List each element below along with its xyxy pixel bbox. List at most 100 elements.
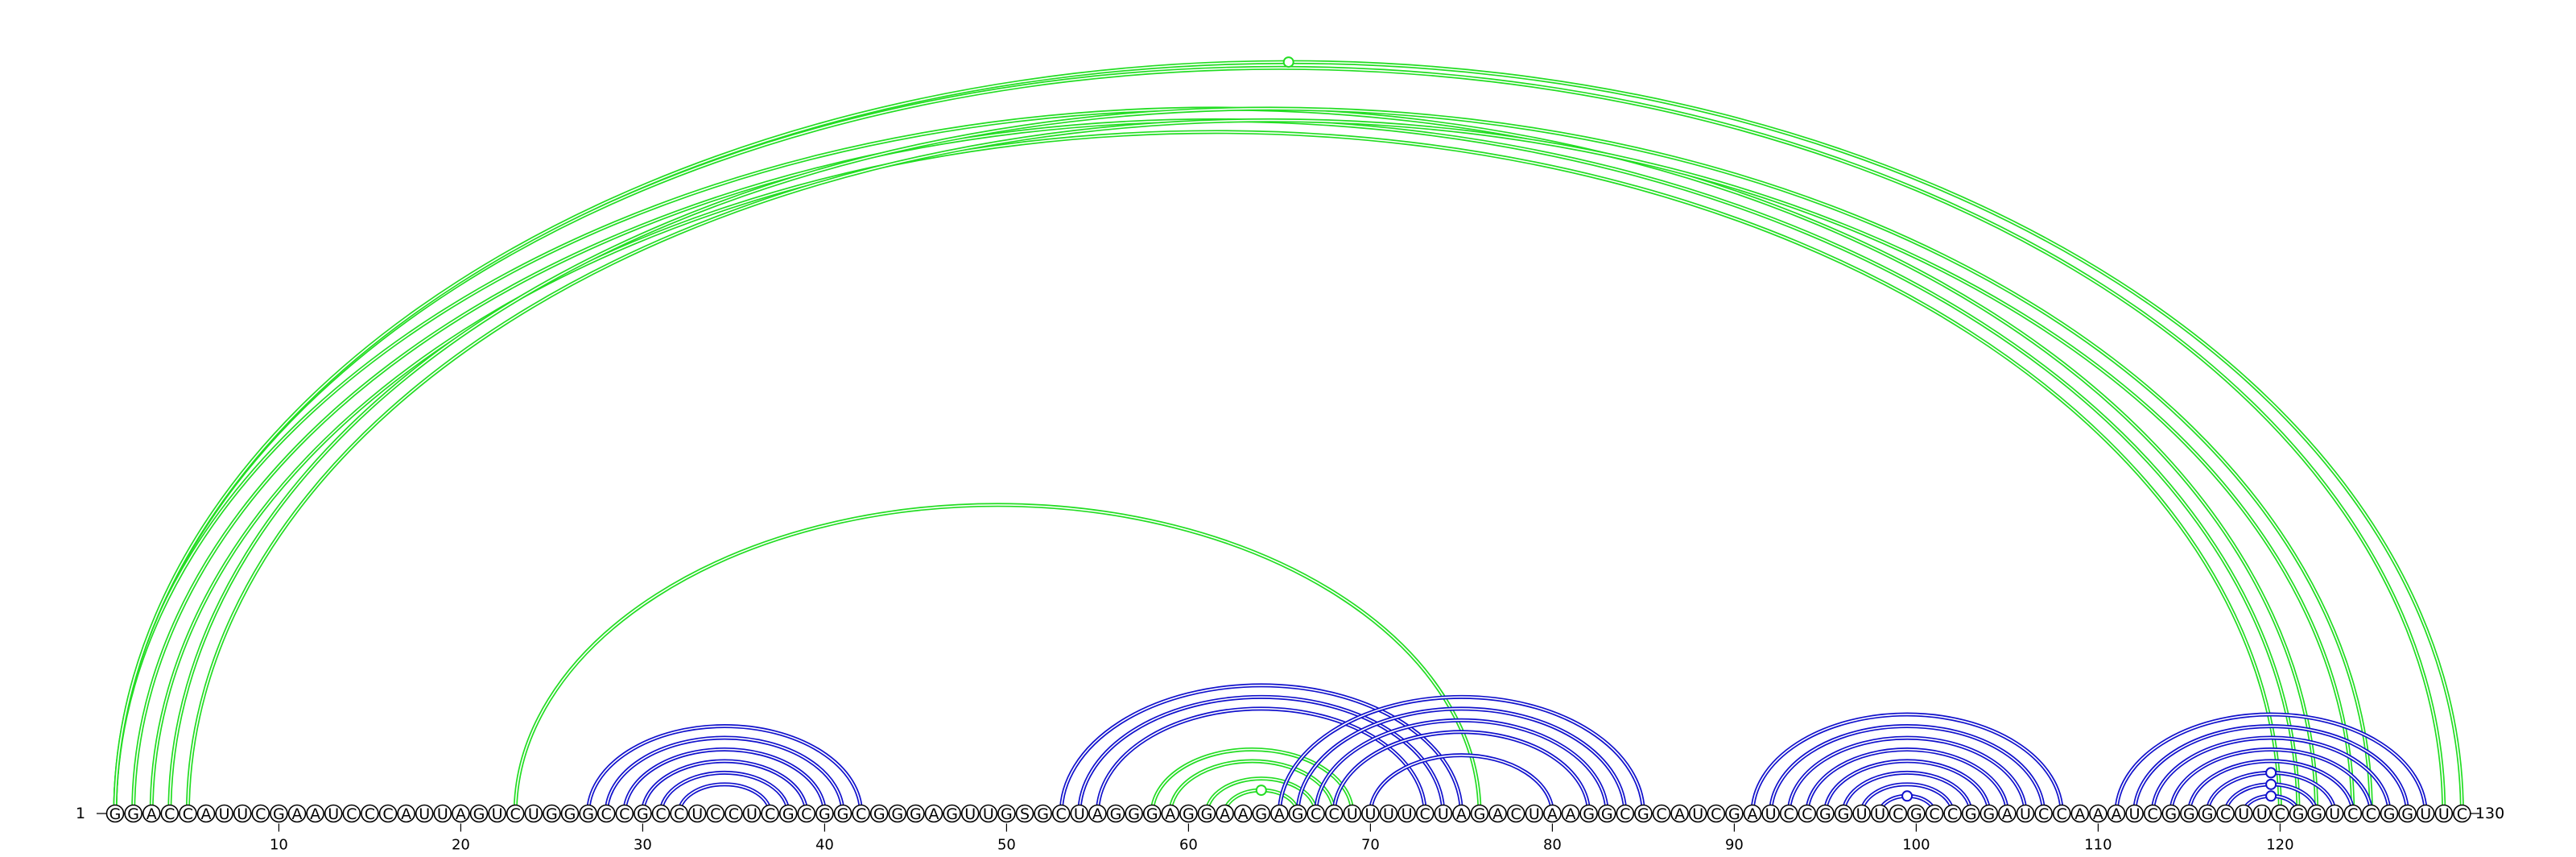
nucleotide-letter: C	[1802, 805, 1812, 823]
nucleotide-letter: G	[1983, 805, 1995, 823]
nucleotide-letter: G	[582, 805, 594, 823]
nucleotide-letter: G	[109, 805, 122, 823]
tick-label: 40	[815, 837, 834, 854]
nucleotide-letter: G	[1965, 805, 1977, 823]
nucleotide-letter: A	[2112, 805, 2122, 823]
nucleotide-letter: U	[419, 805, 430, 823]
nucleotide-letter: C	[856, 805, 866, 823]
nucleotide-letter: A	[310, 805, 320, 823]
nucleotide-letter: A	[1748, 805, 1758, 823]
nucleotide-letter: G	[910, 805, 922, 823]
nucleotide-letter: U	[1856, 805, 1868, 823]
nucleotide-letter: G	[637, 805, 649, 823]
nucleotide-letter: C	[346, 805, 357, 823]
nucleotide-letter: G	[782, 805, 795, 823]
nucleotide-letter: G	[1201, 805, 1213, 823]
arc-marker	[2266, 768, 2276, 777]
nucleotide-letter: C	[1784, 805, 1794, 823]
nucleotide-letter: G	[1110, 805, 1122, 823]
pair-arc	[115, 109, 2317, 814]
nucleotide-letter: A	[2002, 805, 2013, 823]
nucleotide-letter: G	[1910, 805, 1922, 823]
nucleotide-letter: G	[819, 805, 831, 823]
nucleotide-letter: G	[2183, 805, 2195, 823]
nucleotide-letter: C	[382, 805, 393, 823]
nucleotide-letter: C	[2366, 805, 2376, 823]
nucleotide-letter: G	[837, 805, 849, 823]
nucleotide-letter: U	[492, 805, 503, 823]
tick-label: 100	[1902, 837, 1930, 854]
nucleotide-letter: U	[328, 805, 339, 823]
tick-label: 110	[2084, 837, 2112, 854]
arc-marker	[2266, 791, 2276, 801]
nucleotide-letter: G	[2293, 805, 2305, 823]
nucleotide-letter: C	[510, 805, 521, 823]
pair-arc	[1170, 761, 1334, 814]
nucleotide-letter: U	[1438, 805, 1449, 823]
pair-arc	[115, 68, 2444, 814]
nucleotide-letter: G	[273, 805, 285, 823]
nucleotide-letter: G	[2310, 805, 2322, 823]
nucleotide-letter: G	[946, 805, 958, 823]
nucleotide-letter: G	[873, 805, 886, 823]
nucleotide-letter: G	[1255, 805, 1267, 823]
nucleotide-letter: G	[891, 805, 903, 823]
nucleotide-letter: G	[1183, 805, 1195, 823]
end-label: 130	[2475, 805, 2504, 822]
pair-arc	[115, 62, 2462, 814]
tick-label: 60	[1179, 837, 1198, 854]
pair-arc-gap	[115, 68, 2444, 814]
pair-arc	[625, 749, 825, 814]
nucleotide-letter: G	[1037, 805, 1049, 823]
pair-arc-gap	[115, 62, 2462, 814]
nucleotide-letter: C	[1620, 805, 1630, 823]
nucleotide-letter: C	[1893, 805, 1903, 823]
nucleotide-letter: C	[1511, 805, 1521, 823]
nucleotide-letter: U	[1765, 805, 1777, 823]
nucleotide-letter: G	[1637, 805, 1649, 823]
nucleotide-letter: C	[801, 805, 811, 823]
nucleotide-letter: U	[1874, 805, 1885, 823]
arc-marker	[1257, 785, 1266, 795]
tick-label: 10	[270, 837, 288, 854]
tick-label: 30	[634, 837, 652, 854]
pair-arc-gap	[625, 749, 825, 814]
nucleotide-letter: U	[437, 805, 448, 823]
nucleotide-letter: G	[2202, 805, 2214, 823]
start-label: 1	[76, 805, 85, 822]
nucleotide-letter: C	[1311, 805, 1321, 823]
nucleotide-letter: C	[2347, 805, 2358, 823]
tick-label: 80	[1543, 837, 1562, 854]
nucleotide-letter: A	[1456, 805, 1467, 823]
nucleotide-letter: A	[147, 805, 157, 823]
nucleotide-letter: C	[1329, 805, 1340, 823]
nucleotide-letter: G	[473, 805, 485, 823]
nucleotide-letter: C	[365, 805, 375, 823]
nucleotide-letter: C	[1420, 805, 1430, 823]
pair-arc-gap	[134, 120, 2298, 814]
nucleotide-letter: U	[2129, 805, 2140, 823]
nucleotide-letter: U	[1692, 805, 1703, 823]
nucleotide-letter: C	[1056, 805, 1067, 823]
nucleotide-letter: G	[1601, 805, 1613, 823]
nucleotide-letter: C	[1947, 805, 1958, 823]
arc-marker	[1284, 57, 1294, 67]
nucleotide-letter: U	[1347, 805, 1358, 823]
nucleotide-letter: C	[1656, 805, 1666, 823]
tick-label: 20	[452, 837, 470, 854]
nucleotide-letter: C	[2148, 805, 2158, 823]
tick-label: 50	[997, 837, 1016, 854]
nucleotide-letter: U	[2329, 805, 2340, 823]
arc-marker	[1902, 791, 1912, 801]
nucleotide-letter: A	[1238, 805, 1249, 823]
nucleotide-letter: U	[1383, 805, 1394, 823]
nucleotide-letter: G	[1583, 805, 1595, 823]
arc-marker	[2266, 780, 2276, 789]
nucleotide-letter: G	[1819, 805, 1831, 823]
nucleotide-letter: U	[2238, 805, 2249, 823]
nucleotide-letter: A	[1492, 805, 1503, 823]
nucleotide-letter: C	[655, 805, 666, 823]
nucleotide-letter: C	[1929, 805, 1939, 823]
nucleotide-letter: G	[2384, 805, 2396, 823]
